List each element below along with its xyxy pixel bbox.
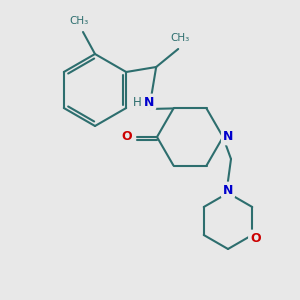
Text: H: H — [133, 95, 142, 109]
Text: N: N — [223, 130, 233, 143]
Text: N: N — [144, 95, 154, 109]
Text: CH₃: CH₃ — [171, 33, 190, 43]
Text: CH₃: CH₃ — [69, 16, 88, 26]
Text: N: N — [223, 184, 233, 196]
Text: O: O — [250, 232, 261, 244]
Text: O: O — [122, 130, 132, 143]
